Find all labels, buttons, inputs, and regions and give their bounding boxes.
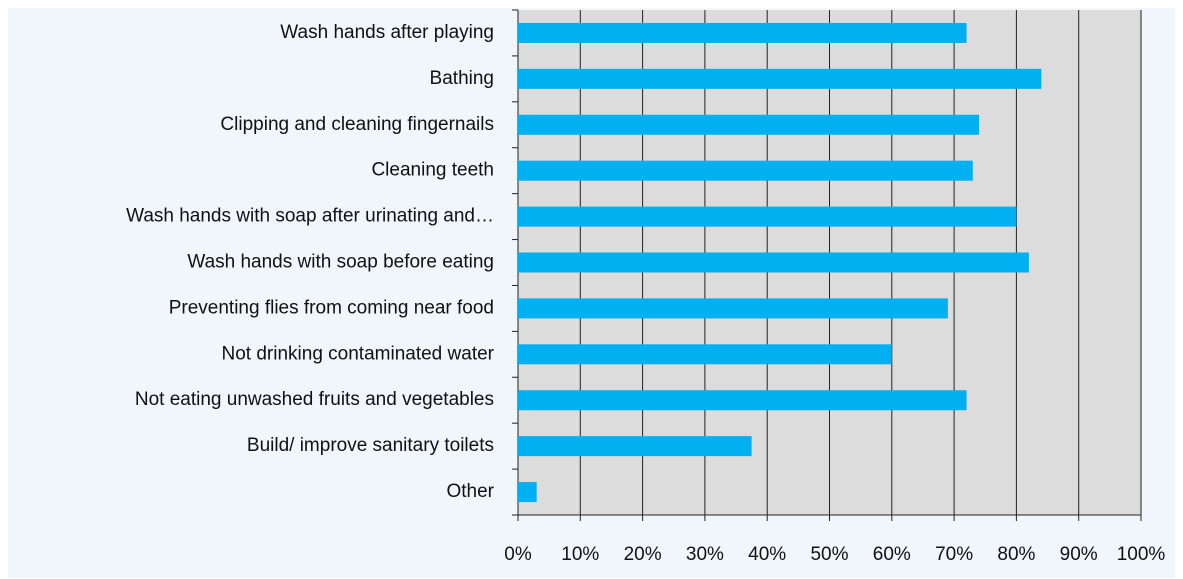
bar [518, 160, 973, 181]
bar [518, 206, 1017, 227]
x-tick-label: 10% [561, 544, 599, 565]
bar [518, 390, 967, 411]
y-tick-label: Wash hands with soap before eating [187, 252, 494, 273]
y-tick-label: Not drinking contaminated water [222, 343, 495, 364]
bar [518, 22, 967, 43]
bar [518, 114, 980, 135]
y-tick-label: Other [446, 481, 494, 502]
bar [518, 252, 1029, 273]
x-tick-label: 70% [935, 544, 973, 565]
x-tick-label: 90% [1060, 544, 1098, 565]
x-tick-label: 20% [624, 544, 662, 565]
bar [518, 482, 537, 503]
x-tick-label: 40% [748, 544, 786, 565]
x-tick-label: 60% [873, 544, 911, 565]
y-tick-label: Build/ improve sanitary toilets [247, 435, 494, 456]
y-tick-label: Clipping and cleaning fingernails [220, 114, 494, 135]
x-tick-label: 30% [686, 544, 724, 565]
x-tick-label: 100% [1117, 544, 1166, 565]
bar [518, 344, 892, 365]
y-tick-label: Not eating unwashed fruits and vegetable… [135, 389, 494, 410]
x-tick-label: 0% [504, 544, 532, 565]
y-tick-label: Bathing [430, 68, 494, 89]
y-tick-label: Cleaning teeth [371, 160, 494, 181]
y-tick-label: Wash hands after playing [280, 22, 494, 43]
y-tick-label: Preventing flies from coming near food [169, 297, 494, 318]
y-tick-label: Wash hands with soap after urinating and… [126, 206, 494, 227]
bar [518, 436, 752, 457]
bar [518, 68, 1042, 89]
x-tick-label: 50% [810, 544, 848, 565]
x-tick-label: 80% [997, 544, 1035, 565]
bar [518, 298, 948, 319]
